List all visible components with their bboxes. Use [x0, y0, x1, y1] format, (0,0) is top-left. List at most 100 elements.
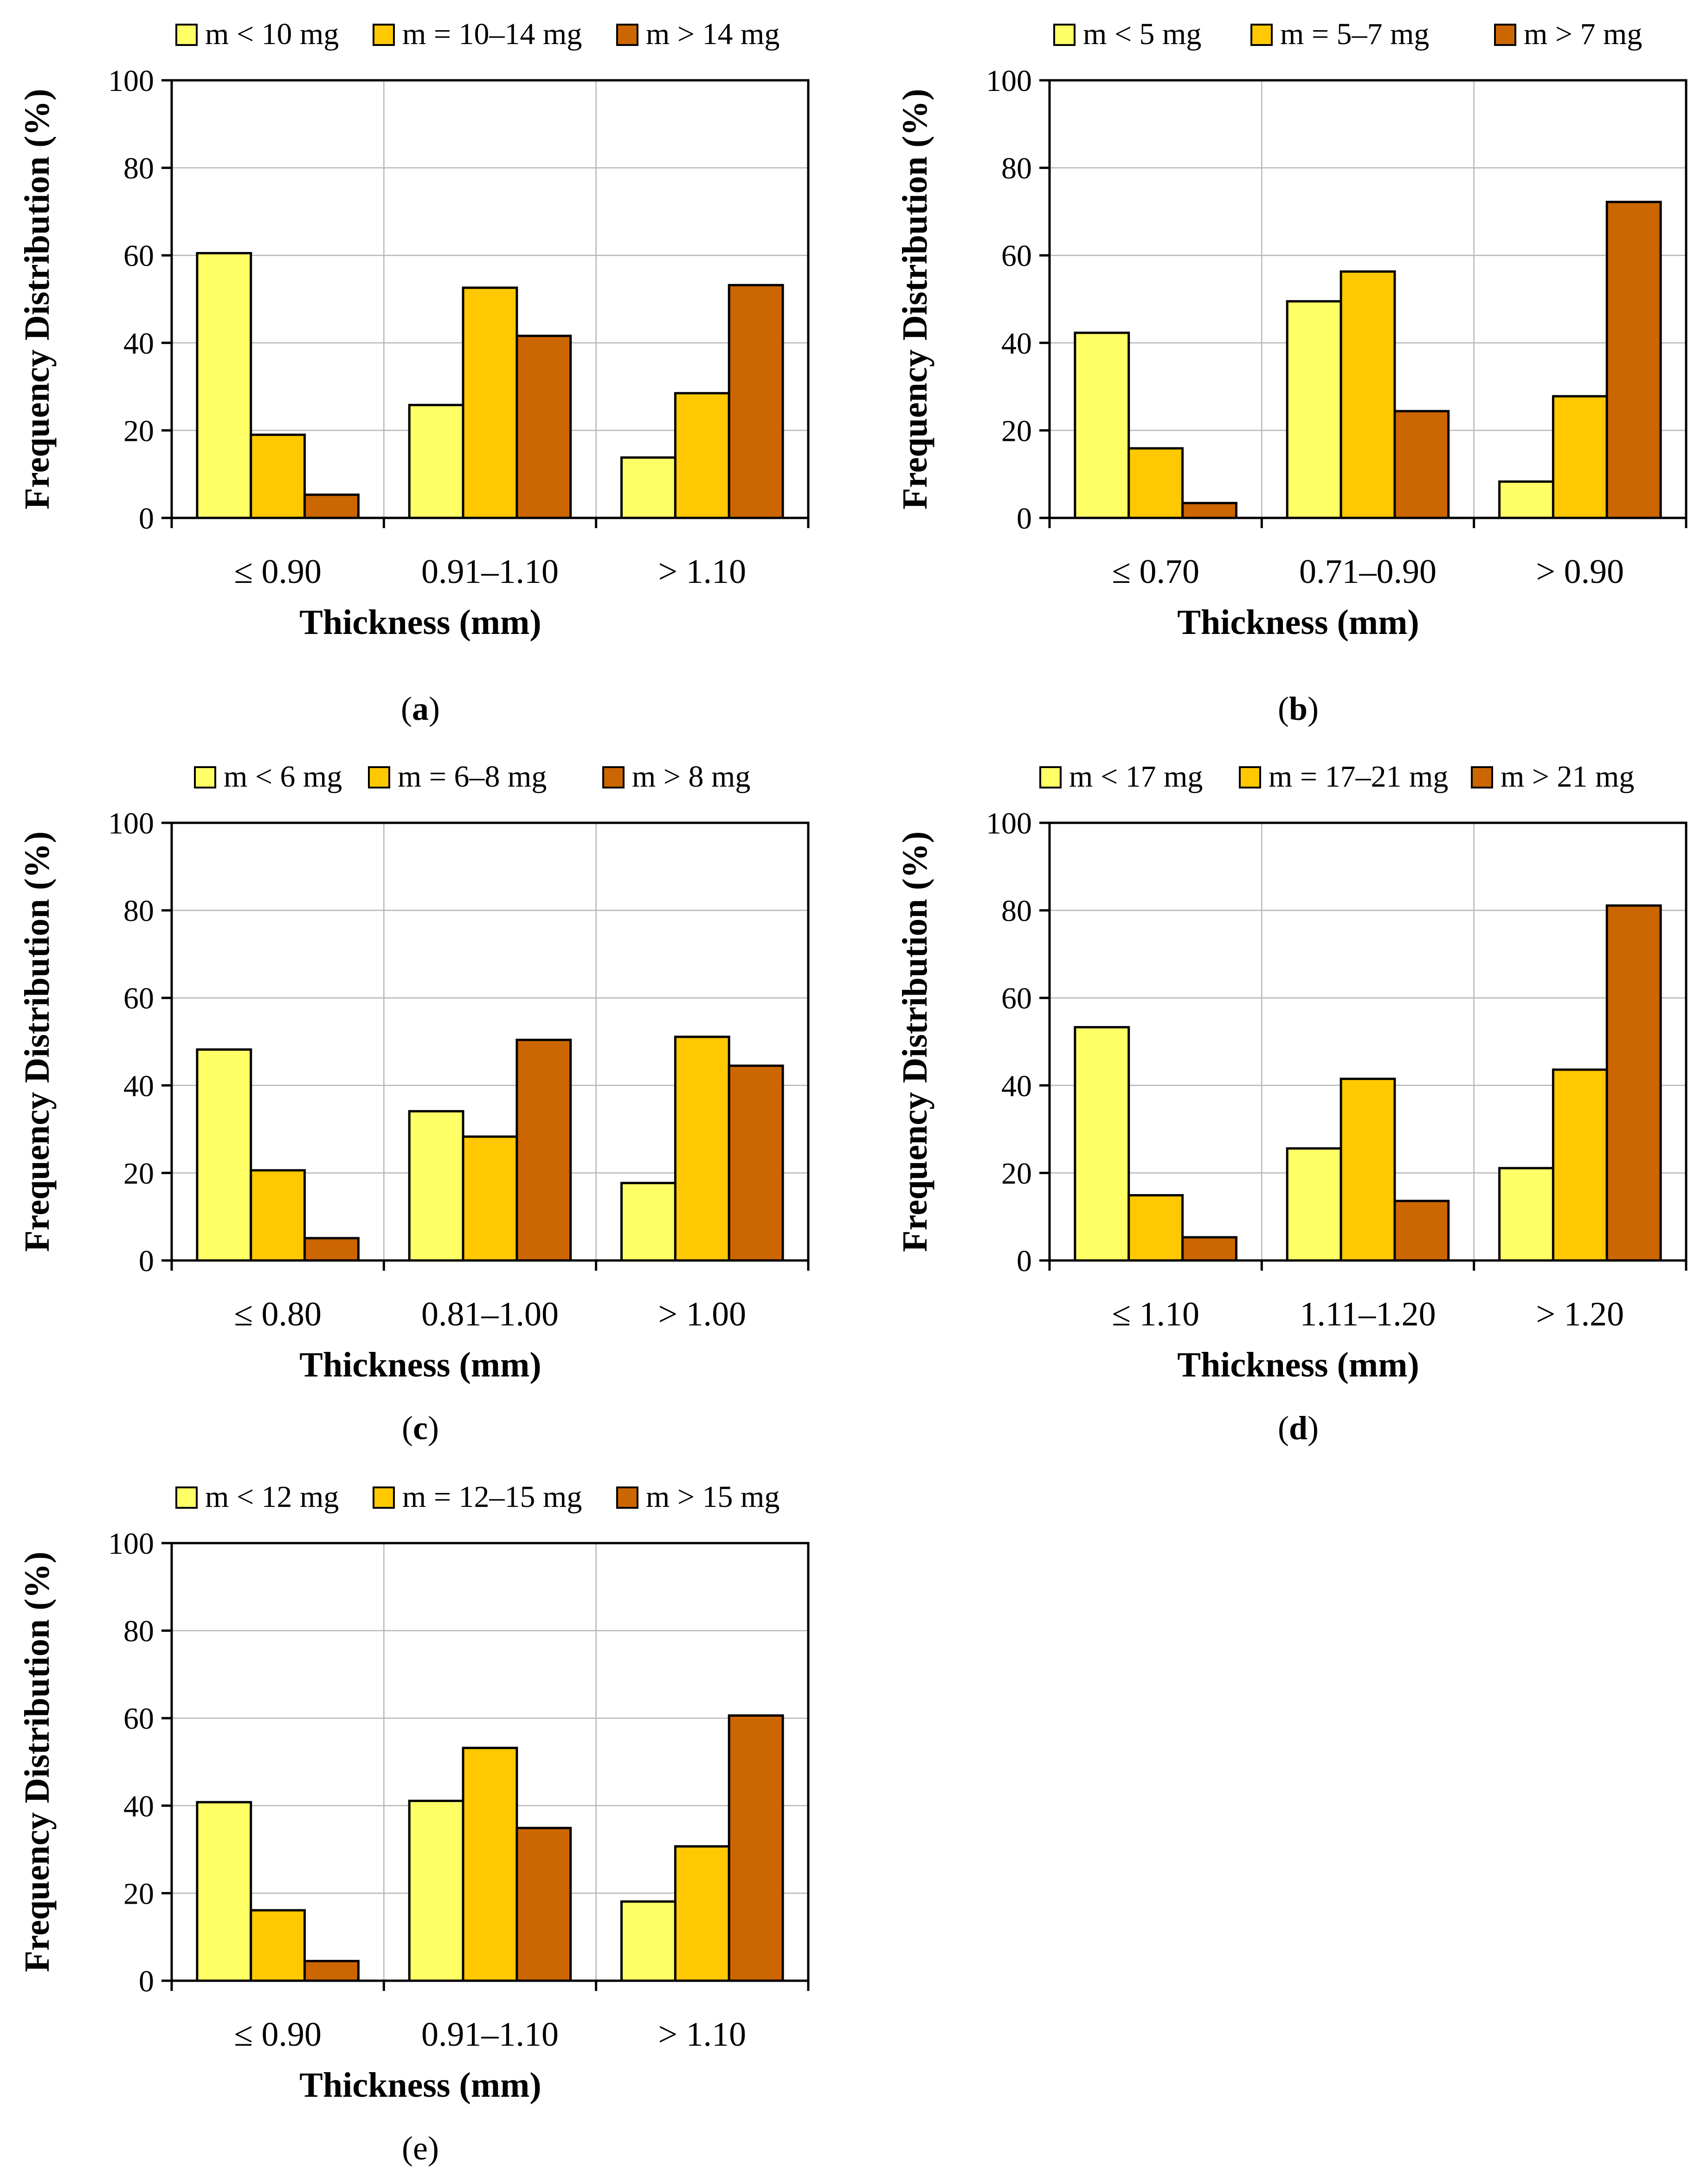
bar [1605, 200, 1662, 519]
legend-swatch [602, 766, 625, 788]
legend-label: m = 6–8 mg [398, 760, 547, 794]
panel-label: (a) [401, 690, 440, 727]
x-axis-title: Thickness (mm) [299, 603, 541, 642]
panel-label: (c) [402, 1409, 439, 1447]
bar [462, 1746, 518, 1982]
legend-swatch [616, 1486, 638, 1509]
x-tick-label: 1.11–1.20 [1300, 1295, 1436, 1333]
y-tick-label: 0 [139, 1244, 154, 1278]
legend-label: m < 17 mg [1069, 760, 1203, 794]
panel-letter: c [413, 1409, 428, 1447]
chart-panel-c: 0 20 40 60 80 100 ≤ 0.80 0.81–1.00 > 1.00 Thickne… [18, 760, 810, 1447]
legend-swatch [1471, 766, 1493, 788]
bar [674, 1035, 730, 1262]
bar [408, 1799, 464, 1982]
bar [1393, 410, 1450, 519]
bar [408, 404, 464, 519]
y-tick-label: 40 [1001, 327, 1032, 361]
y-tick-label: 20 [123, 1157, 154, 1190]
bar [1181, 502, 1237, 519]
y-tick-label: 20 [123, 1877, 154, 1911]
y-tick-label: 40 [123, 1069, 154, 1103]
x-tick-label: > 0.90 [1536, 553, 1624, 591]
y-axis-title: Frequency Distribution (%) [895, 831, 934, 1252]
chart-panel-d: 0 20 40 60 80 100 ≤ 1.10 1.11–1.20 > 1.20 Thickne… [895, 760, 1688, 1447]
y-tick-label: 100 [108, 64, 154, 98]
y-tick-label: 100 [108, 807, 154, 840]
y-axis-title: Frequency Distribution (%) [18, 1551, 57, 1972]
y-tick-label: 80 [1001, 894, 1032, 928]
y-tick-label: 60 [1001, 239, 1032, 273]
y-tick-label: 0 [139, 1964, 154, 1998]
y-tick-label: 100 [108, 1527, 154, 1561]
plot-frame [170, 1542, 810, 1982]
x-axis-title: Thickness (mm) [1177, 603, 1419, 642]
bar [303, 493, 360, 519]
panel-letter: e [413, 2130, 428, 2167]
bar [1286, 1147, 1342, 1262]
y-axis-title: Frequency Distribution (%) [895, 89, 934, 509]
legend-label: m < 5 mg [1083, 17, 1201, 51]
bar [515, 1039, 572, 1262]
x-tick-label: 0.81–1.00 [421, 1295, 559, 1333]
legend-label: m = 12–15 mg [402, 1480, 582, 1514]
x-tick-label: > 1.00 [658, 1295, 746, 1333]
y-tick-label: 60 [123, 1702, 154, 1736]
bar [674, 392, 730, 519]
bar [1127, 1194, 1184, 1262]
legend-swatch [368, 766, 390, 788]
y-tick-label: 80 [123, 1615, 154, 1648]
bar [1552, 395, 1608, 519]
y-tick-label: 0 [1017, 1244, 1032, 1278]
chart-panel-b: 0 20 40 60 80 100 ≤ 0.70 0.71–0.90 > 0.90 Thickne… [895, 17, 1688, 727]
x-tick-label: > 1.10 [658, 2016, 746, 2054]
x-tick-label: ≤ 0.90 [234, 2016, 322, 2054]
bar [303, 1237, 360, 1262]
plot-frame [1048, 821, 1688, 1262]
bar [1286, 300, 1342, 519]
x-axis-title: Thickness (mm) [1177, 1345, 1419, 1384]
y-tick-label: 20 [1001, 1157, 1032, 1190]
legend-label: m > 8 mg [632, 760, 750, 794]
bar [408, 1110, 464, 1262]
plot-frame [1048, 79, 1688, 519]
legend-swatch [1039, 766, 1062, 788]
panel-label: (b) [1278, 690, 1319, 727]
panel-letter: b [1289, 690, 1308, 727]
bar [515, 335, 572, 519]
bar [250, 1169, 306, 1262]
x-tick-label: 0.71–0.90 [1299, 553, 1436, 591]
legend-swatch [1250, 24, 1273, 46]
legend-label: m < 6 mg [224, 760, 342, 794]
legend-swatch [175, 24, 198, 46]
bar [196, 1801, 252, 1982]
legend-label: m > 21 mg [1501, 760, 1634, 794]
x-tick-label: ≤ 0.70 [1112, 553, 1199, 591]
y-tick-label: 40 [123, 327, 154, 361]
bar [1340, 270, 1396, 519]
y-tick-label: 40 [1001, 1069, 1032, 1103]
legend-label: m = 5–7 mg [1280, 17, 1429, 51]
panel-label: (d) [1278, 1409, 1319, 1447]
bar [1074, 1026, 1130, 1262]
bar [620, 1900, 676, 1982]
legend-swatch [373, 24, 395, 46]
x-axis-title: Thickness (mm) [299, 2066, 541, 2105]
bar [196, 1048, 252, 1262]
y-tick-label: 20 [123, 414, 154, 448]
x-tick-label: ≤ 0.80 [234, 1295, 322, 1333]
y-tick-label: 60 [123, 239, 154, 273]
bar [196, 252, 252, 519]
x-tick-label: ≤ 1.10 [1112, 1295, 1199, 1333]
legend-label: m = 17–21 mg [1269, 760, 1448, 794]
x-tick-label: ≤ 0.90 [234, 553, 322, 591]
bar [620, 1182, 676, 1262]
y-tick-label: 80 [1001, 152, 1032, 186]
legend-swatch [194, 766, 216, 788]
legend-swatch [1494, 24, 1516, 46]
bar [250, 433, 306, 519]
y-tick-label: 0 [1017, 502, 1032, 536]
bar [303, 1960, 360, 1982]
legend-label: m > 7 mg [1524, 17, 1642, 51]
plot-frame [170, 821, 810, 1262]
